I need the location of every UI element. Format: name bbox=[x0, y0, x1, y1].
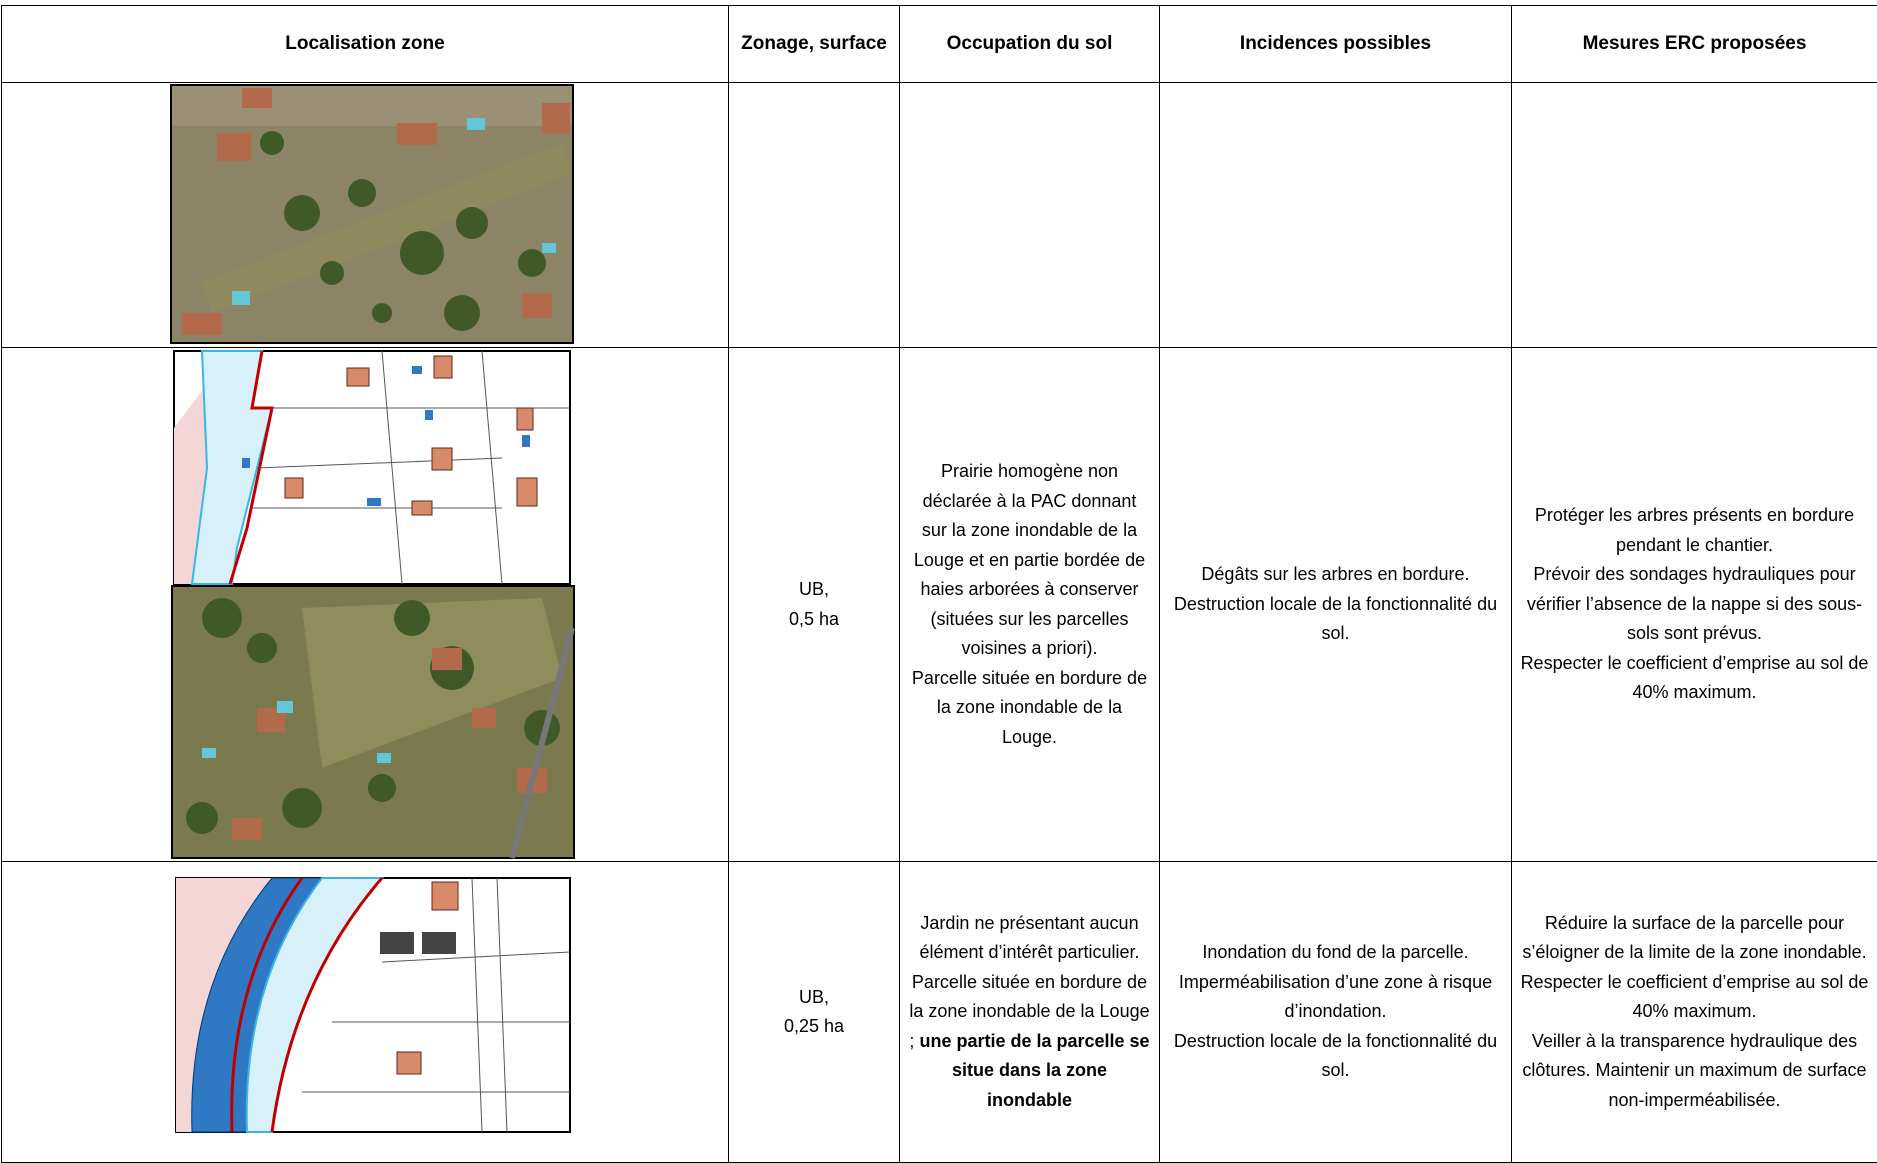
mesures-cell: Réduire la surface de la parcelle pour s… bbox=[1512, 862, 1877, 1163]
zoning-map bbox=[2, 862, 729, 1162]
paragraph: Dégâts sur les arbres en bordure. bbox=[1168, 560, 1503, 590]
text: UB, bbox=[799, 579, 829, 599]
cell bbox=[900, 83, 1160, 348]
image-cell bbox=[2, 83, 729, 348]
image-cell bbox=[2, 862, 729, 1163]
text: Protéger les arbres présents en bordure … bbox=[1535, 505, 1854, 555]
paragraph: Parcelle située en bordure de la zone in… bbox=[908, 968, 1151, 1116]
text: Jardin ne présentant aucun élément d’int… bbox=[919, 913, 1139, 963]
cell bbox=[1160, 83, 1512, 348]
map-and-photo bbox=[2, 348, 729, 860]
mesures-cell: Protéger les arbres présents en bordure … bbox=[1512, 348, 1877, 862]
text: Inondation du fond de la parcelle. bbox=[1202, 942, 1468, 962]
text: Réduire la surface de la parcelle pour s… bbox=[1522, 913, 1866, 963]
text: Destruction locale de la fonctionnalité … bbox=[1174, 1031, 1497, 1081]
paragraph: Parcelle située en bordure de la zone in… bbox=[908, 664, 1151, 753]
text: Destruction locale de la fonctionnalité … bbox=[1174, 594, 1497, 644]
occupation-cell: Prairie homogène non déclarée à la PAC d… bbox=[900, 348, 1160, 862]
paragraph: Destruction locale de la fonctionnalité … bbox=[1168, 590, 1503, 649]
row: UB, 0,25 ha Jardin ne présentant aucun él… bbox=[2, 862, 1877, 1163]
text: Veiller à la transparence hydraulique de… bbox=[1522, 1031, 1866, 1110]
paragraph: Prairie homogène non déclarée à la PAC d… bbox=[908, 457, 1151, 664]
header-cell: Zonage, surface bbox=[729, 6, 900, 83]
row: UB, 0,5 ha Prairie homogène non déclarée … bbox=[2, 348, 1877, 862]
paragraph: 0,25 ha bbox=[737, 1012, 891, 1042]
text: Imperméabilisation d’une zone à risque d… bbox=[1179, 972, 1492, 1022]
header-cell: Localisation zone bbox=[2, 6, 729, 83]
text: UB, bbox=[799, 987, 829, 1007]
cell bbox=[1512, 83, 1877, 348]
aerial-photo bbox=[2, 83, 729, 346]
header-cell: Incidences possibles bbox=[1160, 6, 1512, 83]
paragraph: Jardin ne présentant aucun élément d’int… bbox=[908, 909, 1151, 968]
paragraph: UB, bbox=[737, 575, 891, 605]
text: Prévoir des sondages hydrauliques pour v… bbox=[1527, 564, 1862, 643]
text: Prairie homogène non déclarée à la PAC d… bbox=[914, 461, 1145, 658]
cell bbox=[729, 83, 900, 348]
paragraph: Veiller à la transparence hydraulique de… bbox=[1520, 1027, 1869, 1116]
paragraph: Protéger les arbres présents en bordure … bbox=[1520, 501, 1869, 560]
paragraph: Prévoir des sondages hydrauliques pour v… bbox=[1520, 560, 1869, 649]
text: Parcelle située en bordure de la zone in… bbox=[912, 668, 1147, 747]
paragraph: Inondation du fond de la parcelle. bbox=[1168, 938, 1503, 968]
emphasis: une partie de la parcelle se situe dans … bbox=[919, 1031, 1149, 1110]
paragraph: 0,5 ha bbox=[737, 605, 891, 635]
text: Respecter le coefficient d’emprise au so… bbox=[1521, 972, 1869, 1022]
row bbox=[2, 83, 1877, 348]
text: 0,5 ha bbox=[789, 609, 839, 629]
text: Dégâts sur les arbres en bordure. bbox=[1201, 564, 1469, 584]
paragraph: Imperméabilisation d’une zone à risque d… bbox=[1168, 968, 1503, 1027]
incidences-cell: Dégâts sur les arbres en bordure. Destruc… bbox=[1160, 348, 1512, 862]
text: Respecter le coefficient d’emprise au so… bbox=[1521, 653, 1869, 703]
header-row: Localisation zone Zonage, surface Occupa… bbox=[2, 6, 1877, 83]
incidences-cell: Inondation du fond de la parcelle. Imperm… bbox=[1160, 862, 1512, 1163]
erc-table: Localisation zone Zonage, surface Occupa… bbox=[1, 5, 1877, 1163]
paragraph: Réduire la surface de la parcelle pour s… bbox=[1520, 909, 1869, 968]
paragraph: Destruction locale de la fonctionnalité … bbox=[1168, 1027, 1503, 1086]
image-cell bbox=[2, 348, 729, 862]
text: 0,25 ha bbox=[784, 1016, 844, 1036]
occupation-cell: Jardin ne présentant aucun élément d’int… bbox=[900, 862, 1160, 1163]
paragraph: Respecter le coefficient d’emprise au so… bbox=[1520, 968, 1869, 1027]
paragraph: UB, bbox=[737, 983, 891, 1013]
paragraph: Respecter le coefficient d’emprise au so… bbox=[1520, 649, 1869, 708]
zonage-cell: UB, 0,25 ha bbox=[729, 862, 900, 1163]
zonage-cell: UB, 0,5 ha bbox=[729, 348, 900, 862]
header-cell: Occupation du sol bbox=[900, 6, 1160, 83]
header-cell: Mesures ERC proposées bbox=[1512, 6, 1877, 83]
